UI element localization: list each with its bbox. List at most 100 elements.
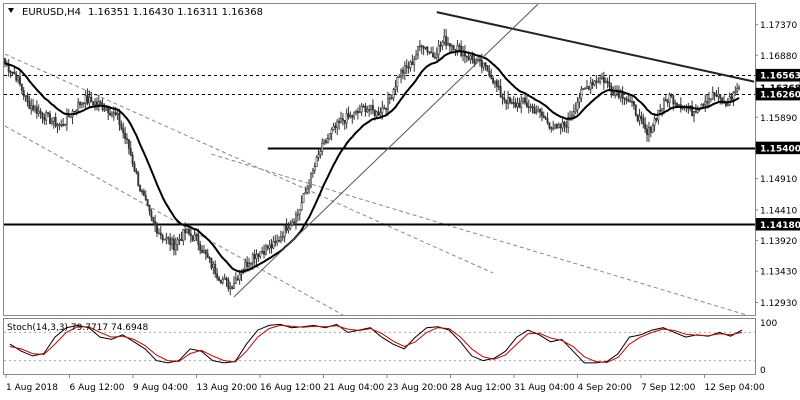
- candle-body: [567, 117, 570, 128]
- candle-body: [99, 101, 102, 104]
- price-tick-label: 1.14410: [760, 206, 797, 216]
- candle-body: [482, 62, 485, 68]
- candle-body: [251, 254, 254, 264]
- candle-body: [37, 110, 40, 114]
- candle-body: [373, 109, 376, 117]
- candle-body: [629, 100, 632, 103]
- level-price-tag: [755, 141, 800, 155]
- candle-body: [294, 214, 297, 223]
- candle-body: [88, 96, 91, 104]
- candle-body: [231, 286, 234, 289]
- candle-body: [210, 258, 213, 268]
- candle-body: [191, 235, 194, 241]
- candle-body: [661, 108, 664, 111]
- chart-symbol: EURUSD,H4: [22, 7, 81, 18]
- candle-body: [465, 55, 468, 58]
- candle-body: [385, 107, 388, 110]
- candle-body: [428, 51, 431, 53]
- candle-body: [589, 82, 592, 90]
- candle-body: [114, 112, 117, 115]
- candle-body: [386, 97, 389, 110]
- candle-body: [261, 250, 264, 253]
- candle-body: [606, 80, 609, 83]
- candle-body: [22, 90, 25, 97]
- candle-body: [505, 99, 508, 104]
- candle-body: [75, 110, 78, 113]
- candle-body: [623, 97, 626, 100]
- candle-body: [625, 98, 628, 101]
- candle-body: [227, 279, 230, 289]
- oscillator-axis: 100 0: [760, 319, 777, 376]
- time-tick-label: 4 Sep 20:00: [578, 383, 633, 393]
- candle-body: [126, 138, 128, 140]
- candle-body: [259, 251, 262, 257]
- candle-body: [82, 102, 85, 105]
- candle-body: [90, 96, 93, 103]
- candle-body: [555, 124, 558, 129]
- time-axis: 1 Aug 2018 6 Aug 12:00 9 Aug 04:00 13 Aug 2…: [5, 374, 765, 393]
- candle-body: [268, 244, 271, 249]
- candle-body: [497, 85, 500, 88]
- candle-body: [311, 169, 314, 174]
- candle-body: [347, 113, 350, 118]
- channel-lines: [4, 53, 747, 316]
- candle-body: [65, 113, 68, 125]
- candle-body: [110, 113, 113, 116]
- candle-body: [120, 124, 123, 129]
- candle-body: [617, 91, 620, 98]
- candle-body: [717, 94, 720, 97]
- candle-body: [253, 254, 256, 259]
- candle-body: [383, 107, 386, 110]
- candle-body: [435, 54, 438, 58]
- candle-body: [668, 94, 671, 103]
- candle-body: [477, 59, 480, 62]
- price-tick-label: 1.17370: [760, 21, 797, 31]
- candle-body: [407, 66, 410, 69]
- candle-body: [711, 92, 714, 99]
- candle-body: [319, 151, 322, 155]
- candle-body: [540, 111, 543, 117]
- candle-body: [219, 280, 222, 284]
- candle-body: [223, 277, 226, 280]
- candle-body: [201, 250, 204, 253]
- candle-body: [195, 234, 198, 236]
- candle-body: [525, 102, 528, 107]
- candle-body: [415, 54, 418, 60]
- candle-body: [400, 69, 403, 78]
- candle-body: [486, 65, 489, 72]
- candle-body: [559, 124, 562, 129]
- candle-body: [426, 46, 429, 52]
- candle-body: [355, 110, 357, 114]
- candle-body: [17, 76, 20, 81]
- candle-body: [60, 124, 63, 126]
- candle-body: [467, 56, 470, 60]
- candle-body: [670, 94, 673, 97]
- candle-body: [127, 139, 130, 149]
- candle-body: [548, 122, 551, 128]
- candle-body: [516, 102, 519, 108]
- oscillator-panel-frame: [3, 318, 756, 375]
- candle-body: [649, 127, 652, 133]
- candle-body: [116, 113, 119, 115]
- candle-body: [734, 91, 737, 93]
- candle-body: [266, 245, 269, 249]
- candle-body: [257, 254, 260, 257]
- candle-body: [409, 61, 412, 69]
- osc-tick-label: 100: [760, 319, 777, 329]
- candle-body: [450, 45, 453, 47]
- candle-body: [676, 102, 679, 106]
- candle-body: [296, 213, 299, 216]
- candle-body: [13, 72, 16, 75]
- candle-body: [443, 35, 446, 43]
- candle-body: [411, 61, 414, 66]
- candle-body: [264, 245, 267, 255]
- candle-body: [418, 45, 421, 48]
- candle-body: [402, 69, 404, 74]
- candle-body: [732, 92, 735, 100]
- collapse-triangle-icon[interactable]: [8, 8, 14, 13]
- candle-body: [129, 148, 132, 156]
- candle-body: [437, 45, 440, 56]
- candle-body: [480, 60, 483, 68]
- time-tick-label: 9 Aug 04:00: [133, 383, 188, 393]
